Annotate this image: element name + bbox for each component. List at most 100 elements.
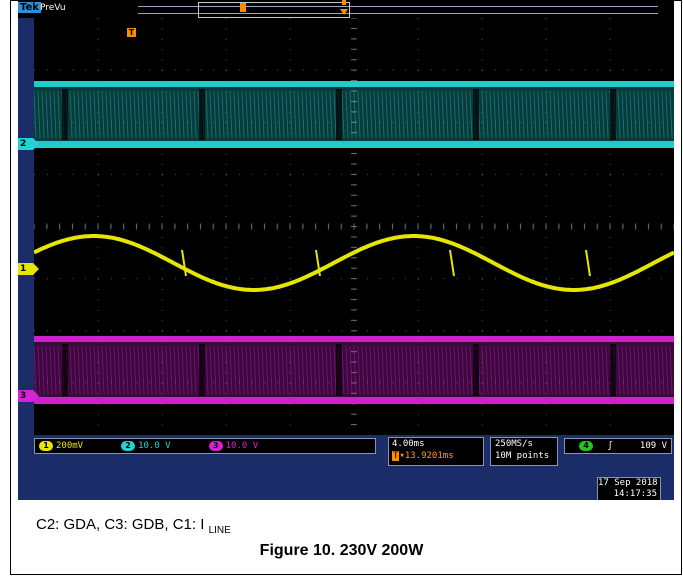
grid-dot: [494, 173, 496, 175]
ch2-trace-switching-line: [93, 90, 97, 139]
ch3-trace-switching-line: [217, 345, 221, 395]
grid-dot: [328, 173, 330, 175]
grid-dot: [97, 289, 99, 291]
grid-dot: [34, 330, 35, 332]
grid-dot: [85, 382, 87, 384]
grid-dot: [225, 299, 227, 301]
ch2-trace-switching-line: [433, 90, 437, 139]
ch3-trace-switching-line: [297, 345, 301, 395]
grid-dot: [520, 226, 522, 227]
ch3-trace-switching-line: [101, 345, 105, 395]
grid-dot: [417, 101, 419, 103]
grid-dot: [558, 382, 560, 384]
ch3-trace-switching-line: [645, 345, 649, 395]
grid-dot: [507, 382, 509, 384]
ch3-trace-switching-line: [161, 345, 165, 395]
grid-dot: [609, 268, 611, 270]
ch2-trace-switching-line: [205, 90, 209, 139]
grid-dot: [161, 403, 163, 405]
grid-dot: [46, 69, 48, 71]
grid-dot: [161, 351, 163, 353]
grid-dot: [417, 424, 419, 426]
ch3-trace-switching-line: [109, 345, 113, 395]
grid-dot: [289, 320, 291, 322]
ch3-trace-switching-line: [157, 345, 161, 395]
grid-dot: [417, 299, 419, 301]
grid-dot: [392, 173, 394, 175]
grid-dot: [213, 121, 215, 123]
grid-dot: [187, 69, 189, 71]
ch3-trace-switching-line: [577, 345, 581, 395]
grid-dot: [443, 121, 445, 123]
grid-dot: [123, 173, 125, 175]
ch3-trace-switching-line: [49, 345, 53, 395]
grid-dot: [417, 90, 419, 92]
grid-dot: [392, 69, 394, 71]
ch3-trace-switching-line: [481, 345, 485, 395]
grid-dot: [225, 309, 227, 311]
grid-dot: [481, 18, 483, 19]
ch3-trace-switching-line: [437, 345, 441, 395]
ch2-trace-switching-line: [449, 90, 453, 139]
grid-dot: [226, 278, 227, 280]
record-length: 10M points: [495, 451, 550, 461]
grid-dot: [161, 195, 163, 197]
ch3-trace-switching-line: [141, 345, 145, 395]
grid-dot: [162, 173, 163, 175]
grid-dot: [430, 330, 432, 332]
ch3-trace-switching-line: [321, 345, 325, 395]
ch2-trace-switching-line: [313, 90, 317, 139]
ch3-trace-switching-line: [441, 345, 445, 395]
grid-dot: [238, 278, 240, 280]
grid-dot: [289, 49, 291, 51]
grid-dot: [302, 330, 304, 332]
ch3-trace-switching-line: [565, 345, 569, 395]
ch2-trace-switching-line: [465, 90, 469, 139]
ch2-badge: 2: [121, 440, 136, 451]
grid-dot: [97, 414, 99, 416]
acquisition-mode: PreVu: [40, 3, 66, 13]
grid-dot: [482, 69, 483, 71]
ch3-trace-switching-line: [429, 345, 433, 395]
ch3-trace-notch: [610, 344, 616, 396]
grid-dot: [59, 121, 61, 123]
ch2-trace-switching-line: [429, 90, 433, 139]
grid-dot: [97, 424, 99, 426]
grid-dot: [161, 372, 163, 374]
grid-dot: [97, 111, 99, 113]
ch2-trace-switching-line: [453, 90, 457, 139]
grid-dot: [546, 382, 547, 384]
grid-dot: [225, 414, 227, 416]
grid-dot: [97, 163, 99, 165]
trigger-position-arrow-icon: [340, 9, 348, 15]
grid-dot: [609, 153, 611, 155]
grid-dot: [366, 69, 368, 71]
grid-dot: [609, 38, 611, 40]
grid-dot: [161, 320, 163, 322]
ch2-trace-switching-line: [505, 90, 509, 139]
ch3-trace-switching-line: [349, 345, 353, 395]
ch3-trace-switching-line: [125, 345, 129, 395]
ch2-scale: 10.0 V: [138, 441, 171, 451]
grid-dot: [417, 111, 419, 113]
ch3-trace-fill: [34, 336, 674, 404]
ch2-trace-switching-line: [405, 90, 409, 139]
grid-dot: [545, 59, 547, 61]
grid-dot: [98, 278, 99, 280]
ch3-trace-switching-line: [69, 345, 73, 395]
grid-dot: [571, 330, 573, 332]
ch2-trace-switching-line: [445, 90, 449, 139]
grid-dot: [609, 257, 611, 259]
ch3-trace-switching-line: [557, 345, 561, 395]
grid-dot: [469, 121, 471, 123]
grid-dot: [571, 69, 573, 71]
grid-dot: [123, 121, 125, 123]
ch3-trace-switching-line: [89, 345, 93, 395]
grid-dot: [97, 351, 99, 353]
grid-dot: [456, 121, 458, 123]
grid-dot: [545, 28, 547, 30]
grid-dot: [46, 382, 48, 384]
grid-dot: [546, 278, 547, 280]
grid-dot: [238, 382, 240, 384]
grid-dot: [289, 414, 291, 416]
